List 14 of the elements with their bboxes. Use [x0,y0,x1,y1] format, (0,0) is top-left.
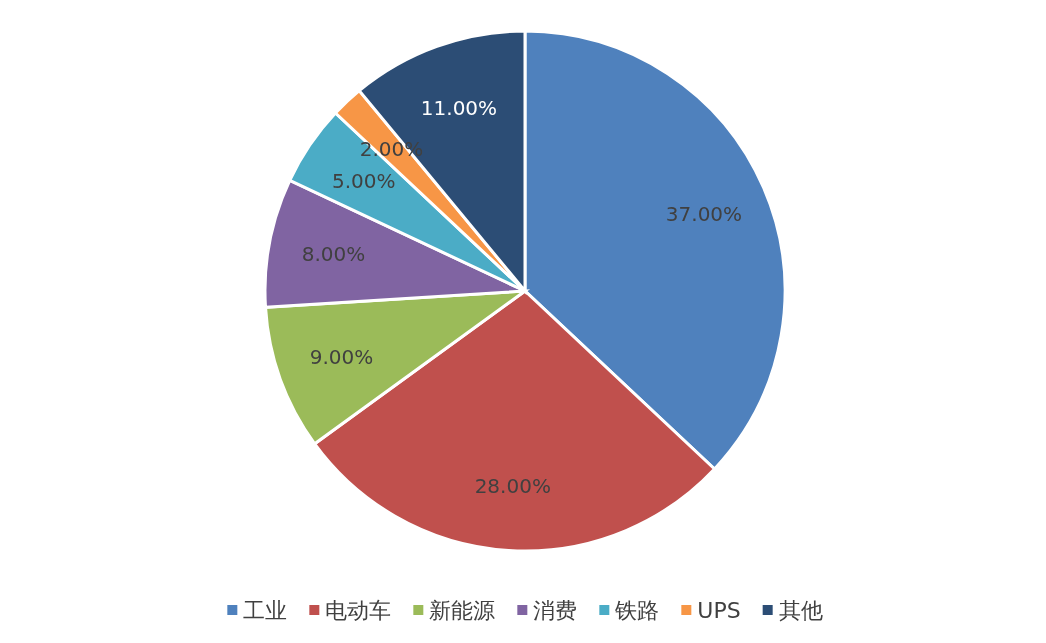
data-label: 2.00% [359,136,424,161]
data-label: 8.00% [301,242,366,267]
data-label: 28.00% [474,473,551,498]
legend-label: 工业 [243,597,288,623]
legend-label: 其他 [778,597,823,623]
legend-label: 电动车 [325,597,392,623]
data-label: 11.00% [420,95,498,120]
legend-label: 铁路 [614,597,660,623]
data-label: 5.00% [331,169,396,194]
data-label: 9.00% [309,345,374,370]
legend-label: 新能源 [429,597,496,623]
data-label: 37.00% [665,201,743,226]
legend-label: 消费 [533,597,578,623]
legend-label: UPS [697,597,741,623]
